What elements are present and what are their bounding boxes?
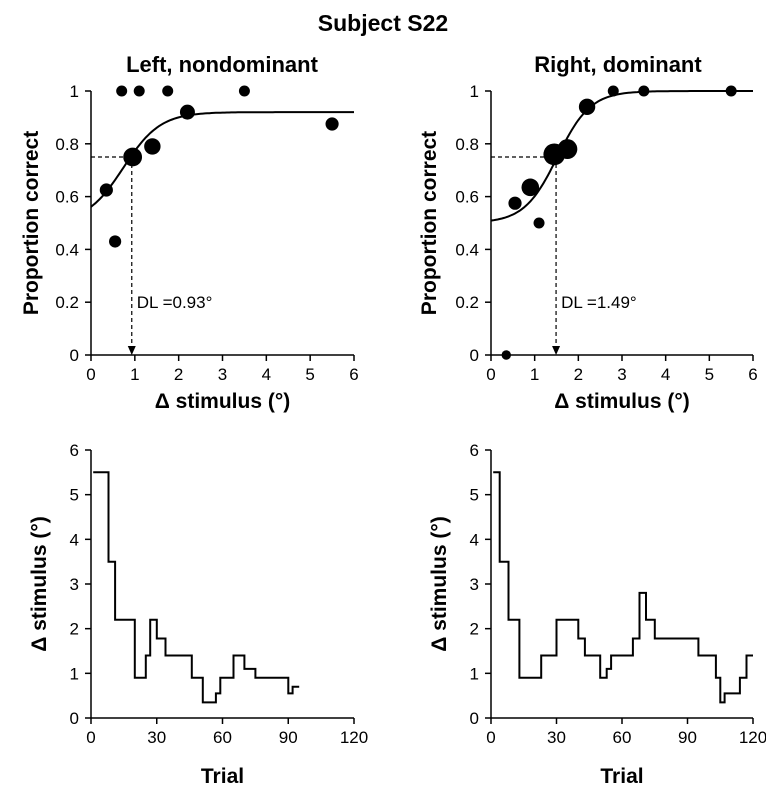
y-tick-label: 1 bbox=[70, 664, 79, 683]
data-point bbox=[144, 138, 161, 155]
threshold-label: DL =1.49° bbox=[561, 293, 637, 312]
data-point bbox=[109, 235, 122, 248]
y-tick-label: 5 bbox=[470, 486, 479, 505]
x-tick-label: 5 bbox=[705, 365, 714, 384]
y-tick-label: 1 bbox=[70, 82, 79, 101]
staircase-line bbox=[93, 471, 300, 704]
y-axis-label: Proportion correct bbox=[418, 131, 441, 315]
x-tick-label: 3 bbox=[617, 365, 626, 384]
data-point bbox=[533, 217, 545, 229]
right-psychometric-panel: 0 1 2 3 4 5 6 0 0.2 0.4 0.6 0.8 1 Δ stimulus (°) Propo… bbox=[418, 52, 758, 413]
x-tick-label: 0 bbox=[86, 728, 95, 747]
y-tick-label: 6 bbox=[70, 441, 79, 460]
y-tick-label: 3 bbox=[470, 575, 479, 594]
y-tick-label: 1 bbox=[470, 82, 479, 101]
y-tick-label: 5 bbox=[70, 486, 79, 505]
data-point bbox=[133, 85, 145, 97]
x-tick-label: 2 bbox=[574, 365, 583, 384]
x-tick-label: 90 bbox=[678, 728, 697, 747]
x-tick-label: 60 bbox=[613, 728, 632, 747]
x-tick-label: 4 bbox=[661, 365, 670, 384]
data-point bbox=[508, 196, 522, 210]
panel-title: Left, nondominant bbox=[126, 52, 319, 77]
y-tick-label: 0.2 bbox=[55, 293, 79, 312]
data-point bbox=[501, 350, 511, 360]
x-tick-label: 2 bbox=[174, 365, 183, 384]
y-tick-label: 0.8 bbox=[55, 135, 79, 154]
x-tick-label: 6 bbox=[748, 365, 757, 384]
data-point bbox=[521, 178, 540, 197]
x-tick-label: 120 bbox=[340, 728, 368, 747]
fit-curve bbox=[490, 90, 753, 222]
y-tick-label: 0.6 bbox=[455, 188, 479, 207]
x-tick-label: 0 bbox=[486, 728, 495, 747]
x-tick-label: 5 bbox=[305, 365, 314, 384]
x-tick-label: 1 bbox=[130, 365, 139, 384]
x-tick-label: 0 bbox=[486, 365, 495, 384]
data-point bbox=[557, 139, 578, 159]
data-point bbox=[162, 85, 174, 97]
y-tick-label: 4 bbox=[70, 530, 79, 549]
staircase-line bbox=[493, 471, 753, 704]
right-staircase-panel: 0 30 60 90 120 0 1 2 3 4 5 6 Trial Δ stimulus (°) bbox=[428, 441, 766, 788]
x-tick-label: 0 bbox=[86, 365, 95, 384]
data-point bbox=[725, 85, 737, 97]
data-point bbox=[578, 98, 596, 116]
x-tick-label: 90 bbox=[279, 728, 298, 747]
x-tick-label: 30 bbox=[547, 728, 566, 747]
threshold-arrowhead bbox=[127, 346, 136, 355]
left-psychometric-panel: 0 1 2 3 4 5 6 0 0.2 0.4 0.6 0.8 1 Δ stimulus (°) Propo… bbox=[20, 52, 359, 413]
y-tick-label: 0.4 bbox=[455, 240, 479, 259]
data-point bbox=[116, 85, 128, 97]
x-tick-label: 6 bbox=[349, 365, 358, 384]
x-tick-label: 4 bbox=[262, 365, 271, 384]
y-tick-label: 2 bbox=[470, 620, 479, 639]
y-tick-label: 4 bbox=[470, 530, 479, 549]
left-staircase-panel: 0 30 60 90 120 0 1 2 3 4 5 6 Trial Δ stimulus (°) bbox=[28, 441, 368, 788]
data-point bbox=[179, 104, 195, 120]
x-tick-label: 1 bbox=[530, 365, 539, 384]
x-tick-label: 3 bbox=[218, 365, 227, 384]
y-axis-label: Proportion correct bbox=[20, 131, 43, 315]
x-axis-label: Trial bbox=[201, 765, 244, 788]
y-tick-label: 2 bbox=[70, 620, 79, 639]
x-axis-label: Δ stimulus (°) bbox=[554, 390, 690, 413]
y-tick-label: 0.4 bbox=[55, 240, 79, 259]
y-tick-label: 3 bbox=[70, 575, 79, 594]
figure-title: Subject S22 bbox=[318, 10, 448, 36]
panel-title: Right, dominant bbox=[534, 52, 702, 77]
data-point bbox=[123, 147, 143, 167]
threshold-label: DL =0.93° bbox=[137, 293, 213, 312]
y-tick-label: 1 bbox=[470, 664, 479, 683]
y-tick-label: 6 bbox=[470, 441, 479, 460]
data-point bbox=[607, 85, 619, 97]
y-tick-label: 0.6 bbox=[55, 188, 79, 207]
x-tick-label: 120 bbox=[739, 728, 766, 747]
data-point bbox=[99, 183, 113, 197]
y-axis-label: Δ stimulus (°) bbox=[428, 516, 451, 652]
y-tick-label: 0 bbox=[470, 346, 479, 365]
y-tick-label: 0.8 bbox=[455, 135, 479, 154]
y-tick-label: 0 bbox=[70, 709, 79, 728]
x-tick-label: 60 bbox=[213, 728, 232, 747]
y-axis-label: Δ stimulus (°) bbox=[28, 516, 51, 652]
y-tick-label: 0 bbox=[470, 709, 479, 728]
threshold-arrowhead bbox=[552, 346, 561, 355]
y-tick-label: 0 bbox=[70, 346, 79, 365]
y-tick-label: 0.2 bbox=[455, 293, 479, 312]
x-axis-label: Δ stimulus (°) bbox=[155, 390, 291, 413]
data-point bbox=[638, 85, 650, 97]
data-point bbox=[325, 117, 339, 131]
x-axis-label: Trial bbox=[600, 765, 643, 788]
data-point bbox=[238, 85, 250, 97]
x-tick-label: 30 bbox=[147, 728, 166, 747]
